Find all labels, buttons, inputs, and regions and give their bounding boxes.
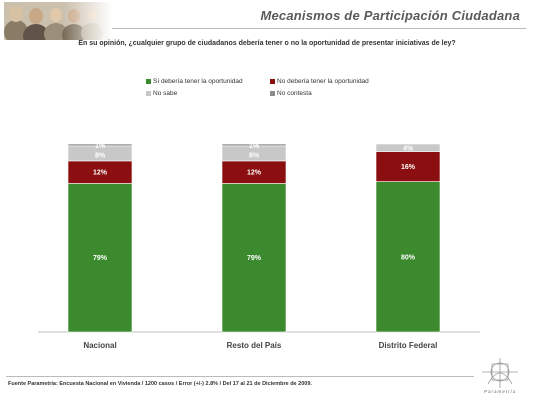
legend-item-no: No debería tener la oportunidad bbox=[270, 78, 369, 85]
survey-question: En su opinión, ¿cualquier grupo de ciuda… bbox=[78, 40, 456, 47]
chart-legend: Sí debería tener la oportunidad No deber… bbox=[146, 78, 392, 102]
legend-label-nocontesta: No contesta bbox=[277, 90, 312, 97]
legend-swatch-nocontesta bbox=[270, 91, 275, 96]
data-label-nosabe-2: 4% bbox=[403, 145, 414, 152]
legend-label-si: Sí debería tener la oportunidad bbox=[153, 78, 243, 85]
header-photo bbox=[4, 2, 112, 40]
data-label-nocontesta-1: 1% bbox=[249, 143, 260, 150]
data-label-no-1: 12% bbox=[247, 170, 262, 177]
bar-si-1 bbox=[221, 183, 287, 333]
data-label-no-0: 12% bbox=[93, 170, 108, 177]
data-label-si-1: 79% bbox=[247, 255, 262, 262]
legend-item-nosabe: No sabe bbox=[146, 90, 177, 97]
data-label-nosabe-0: 8% bbox=[95, 152, 106, 159]
title-divider bbox=[112, 28, 526, 29]
data-label-nocontesta-0: 1% bbox=[95, 143, 106, 150]
category-label-0: Nacional bbox=[83, 341, 116, 350]
legend-label-nosabe: No sabe bbox=[153, 90, 178, 97]
bar-nosabe-2 bbox=[375, 143, 441, 152]
legend-swatch-no bbox=[270, 79, 275, 84]
legend-item-si: Sí debería tener la oportunidad bbox=[146, 78, 243, 85]
data-label-si-0: 79% bbox=[93, 255, 108, 262]
footer-divider bbox=[6, 376, 474, 377]
bar-no-2 bbox=[375, 151, 441, 182]
bar-nocontesta-0 bbox=[67, 143, 133, 147]
brand-name: Parametría bbox=[484, 389, 517, 394]
bar-si-0 bbox=[67, 183, 133, 333]
parametria-logo-icon bbox=[482, 358, 518, 388]
legend-label-no: No debería tener la oportunidad bbox=[277, 78, 369, 85]
category-label-2: Distrito Federal bbox=[379, 341, 438, 350]
category-label-1: Resto del País bbox=[227, 341, 282, 350]
page-title: Mecanismos de Participación Ciudadana bbox=[260, 8, 520, 23]
source-note: Fuente Parametría: Encuesta Nacional en … bbox=[8, 381, 312, 387]
legend-swatch-si bbox=[146, 79, 151, 84]
legend-swatch-nosabe bbox=[146, 91, 151, 96]
data-label-no-2: 16% bbox=[401, 164, 416, 171]
data-label-nosabe-1: 8% bbox=[249, 152, 260, 159]
legend-item-nocontesta: No contesta bbox=[270, 90, 312, 97]
data-label-si-2: 80% bbox=[401, 254, 416, 261]
bar-nocontesta-1 bbox=[221, 143, 287, 147]
bar-si-2 bbox=[375, 181, 441, 333]
